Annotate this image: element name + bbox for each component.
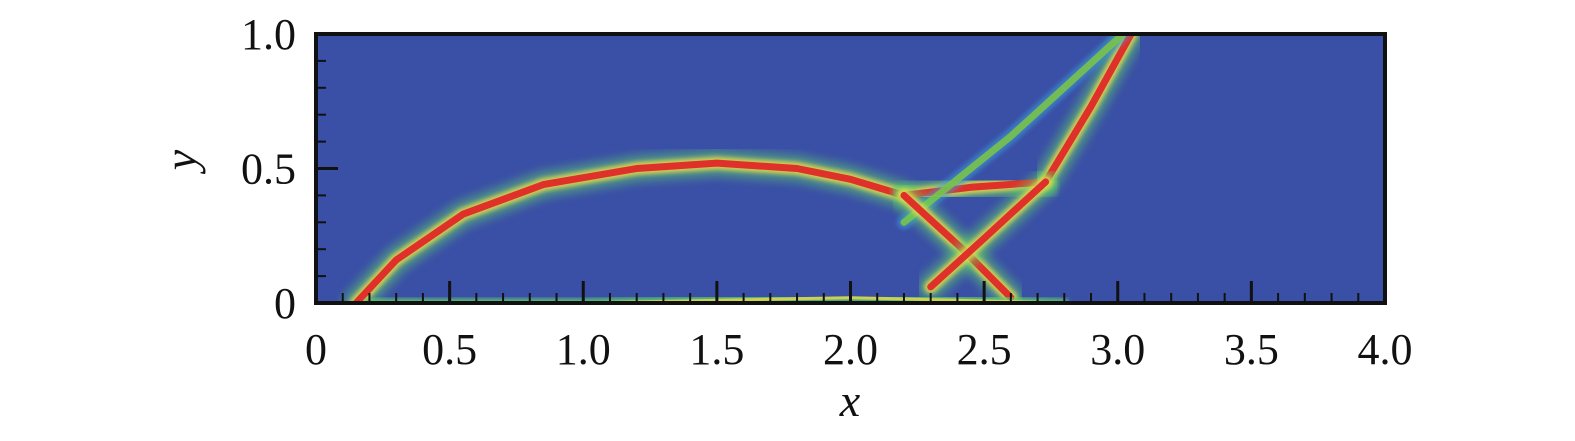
x-tick-label: 2.5 <box>957 325 1012 374</box>
reflected-shock-b-line <box>927 178 1050 291</box>
x-tick-label: 4.0 <box>1358 325 1413 374</box>
y-tick-label: 0 <box>274 279 296 328</box>
x-tick-label: 3.0 <box>1090 325 1145 374</box>
oblique-shock-upper-line <box>1042 34 1135 186</box>
x-tick-label: 2.0 <box>823 325 878 374</box>
x-tick-label: 1.5 <box>689 325 744 374</box>
oblique-shock-band-line <box>900 34 1127 226</box>
x-axis-ticks: 0 0.5 1.0 1.5 2.0 2.5 3.0 3.5 4.0 <box>305 281 1413 374</box>
x-tick-label: 0.5 <box>422 325 477 374</box>
x-tick-label: 3.5 <box>1224 325 1279 374</box>
y-axis-ticks: 0 0.5 1.0 <box>241 10 338 328</box>
x-axis-title: x <box>839 375 861 426</box>
y-tick-label: 0.5 <box>241 145 296 194</box>
x-tick-label: 0 <box>305 325 327 374</box>
x-tick-label: 1.0 <box>556 325 611 374</box>
mach-stem-line <box>900 178 1050 199</box>
y-axis-title: y <box>155 149 206 174</box>
bow-shock-line <box>352 159 908 303</box>
y-tick-label: 1.0 <box>241 10 296 59</box>
